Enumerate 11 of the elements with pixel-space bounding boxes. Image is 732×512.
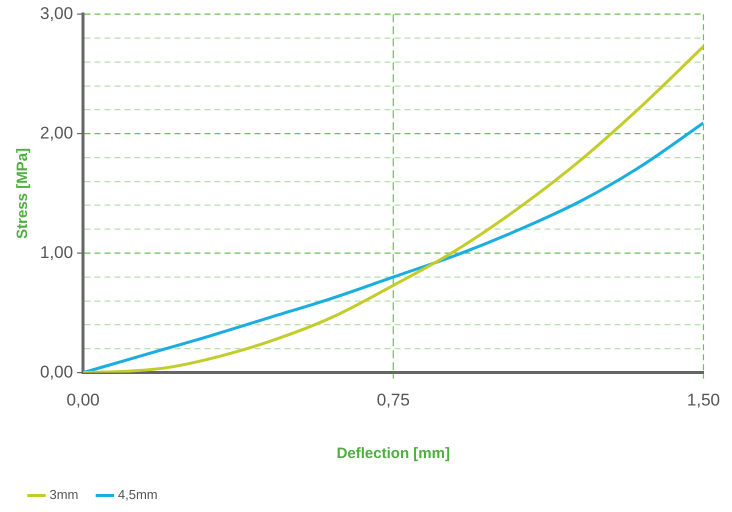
y-tick-label: 3,00 [40, 4, 74, 23]
x-axis-title: Deflection [mm] [336, 445, 450, 462]
y-tick-label: 1,00 [40, 242, 74, 262]
x-tick-label: 0,75 [376, 390, 410, 410]
y-tick-label: 0,00 [40, 362, 74, 382]
x-tick-label: 0,00 [66, 390, 100, 410]
y-axis-title: Stress [MPa] [14, 148, 32, 239]
legend-label: 4,5mm [118, 487, 158, 502]
legend-label: 3mm [50, 487, 78, 502]
y-tick-label: 2,00 [40, 123, 74, 142]
x-tick-label: 1,50 [686, 390, 720, 410]
